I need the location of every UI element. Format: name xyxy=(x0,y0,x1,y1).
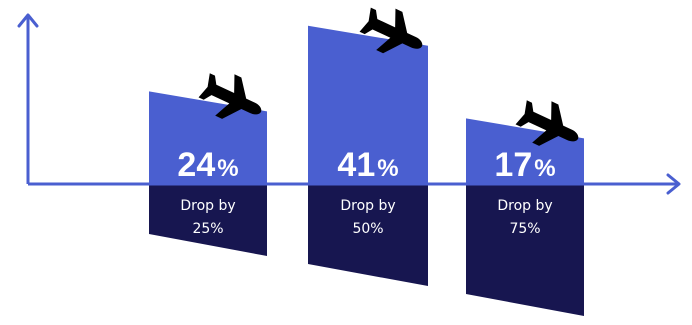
airplane-icon xyxy=(359,7,423,54)
icons-layer xyxy=(198,7,579,146)
bar-drop-3 xyxy=(466,184,584,316)
bar-drop-1 xyxy=(149,184,267,256)
value-label-3: 17% xyxy=(494,146,555,184)
value-label-1: 24% xyxy=(177,146,238,184)
airplane-icon xyxy=(198,73,262,119)
bar-drop-2 xyxy=(308,184,428,286)
bars-layer xyxy=(149,25,584,316)
y-axis-arrowhead xyxy=(17,13,39,28)
bar-value-1 xyxy=(149,91,267,184)
airplane-icon xyxy=(515,100,579,146)
labels-layer: 24% Drop by 25% 41% Drop by 50% 17% Drop by 75% xyxy=(177,146,555,237)
category-label-3-line2: 75% xyxy=(509,221,540,237)
category-label-1-line1: Drop by xyxy=(180,198,235,214)
category-label-2-line1: Drop by xyxy=(340,198,395,214)
bar-value-2 xyxy=(308,25,428,184)
value-label-2: 41% xyxy=(337,146,398,184)
category-label-3-line1: Drop by xyxy=(497,198,552,214)
category-label-2-line2: 50% xyxy=(352,221,383,237)
category-label-1-line2: 25% xyxy=(192,221,223,237)
axes-layer xyxy=(17,13,681,195)
x-axis-arrowhead xyxy=(666,173,681,195)
